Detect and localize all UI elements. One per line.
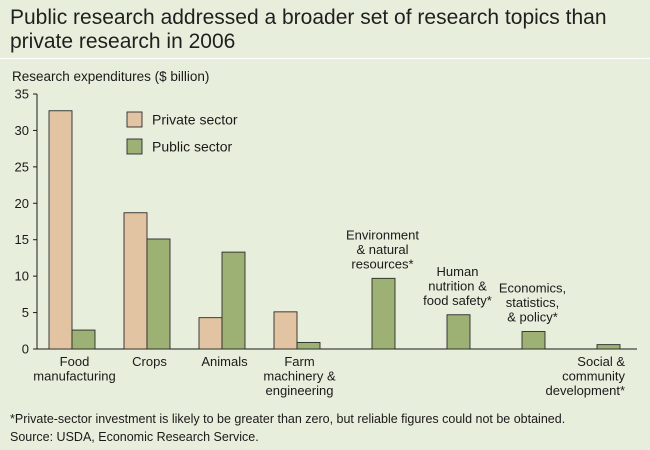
- private-sector-bar: [123, 212, 148, 350]
- public-sector-bar: [146, 238, 171, 350]
- category-label: Economics, statistics, & policy*: [499, 281, 566, 325]
- category-label-line: & natural: [356, 242, 408, 257]
- category-label: Environment & natural resources*: [346, 227, 419, 271]
- category-label-line: statistics,: [506, 295, 559, 310]
- y-tick-label: 15: [15, 232, 29, 247]
- category-label-line: manufacturing: [33, 369, 115, 384]
- category-label-line: Animals: [201, 354, 248, 369]
- category-label-line: & policy*: [507, 310, 558, 325]
- category-label-line: Farm: [284, 354, 314, 369]
- category-label-line: food safety*: [423, 293, 492, 308]
- public-sector-bar: [446, 314, 471, 350]
- public-sector-bar: [596, 344, 621, 350]
- legend-swatch-private: [126, 111, 143, 128]
- y-tick-label: 35: [15, 87, 29, 102]
- category-label-line: Social &: [577, 354, 625, 369]
- y-tick-label: 5: [22, 305, 29, 320]
- category-label-line: Environment: [346, 227, 419, 242]
- source-note: Source: USDA, Economic Research Service.: [10, 430, 259, 444]
- category-label-line: Human: [437, 264, 479, 279]
- category-label-line: development*: [546, 383, 626, 398]
- public-sector-bar: [521, 331, 546, 350]
- private-sector-bar: [48, 110, 73, 350]
- category-label-line: engineering: [266, 383, 334, 398]
- legend-label-private: Private sector: [152, 112, 238, 128]
- category-label-line: nutrition &: [428, 278, 487, 293]
- category-label: Food manufacturing: [33, 354, 115, 384]
- private-sector-bar: [198, 317, 223, 350]
- y-tick-label: 20: [15, 196, 29, 211]
- title-divider: [0, 58, 650, 59]
- category-label: Animals: [201, 354, 248, 369]
- y-tick-label: 30: [15, 123, 29, 138]
- public-sector-bar: [221, 251, 246, 350]
- legend-swatch-public: [126, 138, 143, 155]
- public-sector-bar: [296, 341, 321, 350]
- public-sector-bar: [371, 277, 396, 350]
- footnote: *Private-sector investment is likely to …: [10, 412, 566, 426]
- category-label-line: resources*: [351, 256, 413, 271]
- y-tick-label: 0: [22, 342, 29, 357]
- category-label: Farm machinery & engineering: [263, 354, 336, 398]
- category-label-line: Economics,: [499, 281, 566, 296]
- category-label-line: Food: [60, 354, 90, 369]
- y-axis-label: Research expenditures ($ billion): [12, 69, 210, 84]
- category-label: Human nutrition & food safety*: [423, 264, 492, 308]
- chart-title: Public research addressed a broader set …: [10, 6, 607, 53]
- category-label-line: Crops: [132, 354, 167, 369]
- legend-label-public: Public sector: [152, 139, 232, 155]
- y-tick-label: 10: [15, 269, 29, 284]
- y-tick-label: 25: [15, 159, 29, 174]
- category-label-line: machinery &: [263, 369, 336, 384]
- category-label: Crops: [132, 354, 167, 369]
- public-sector-bar: [71, 329, 96, 350]
- category-label-line: community: [562, 369, 625, 384]
- category-label: Social & community development*: [546, 354, 626, 398]
- private-sector-bar: [273, 311, 298, 350]
